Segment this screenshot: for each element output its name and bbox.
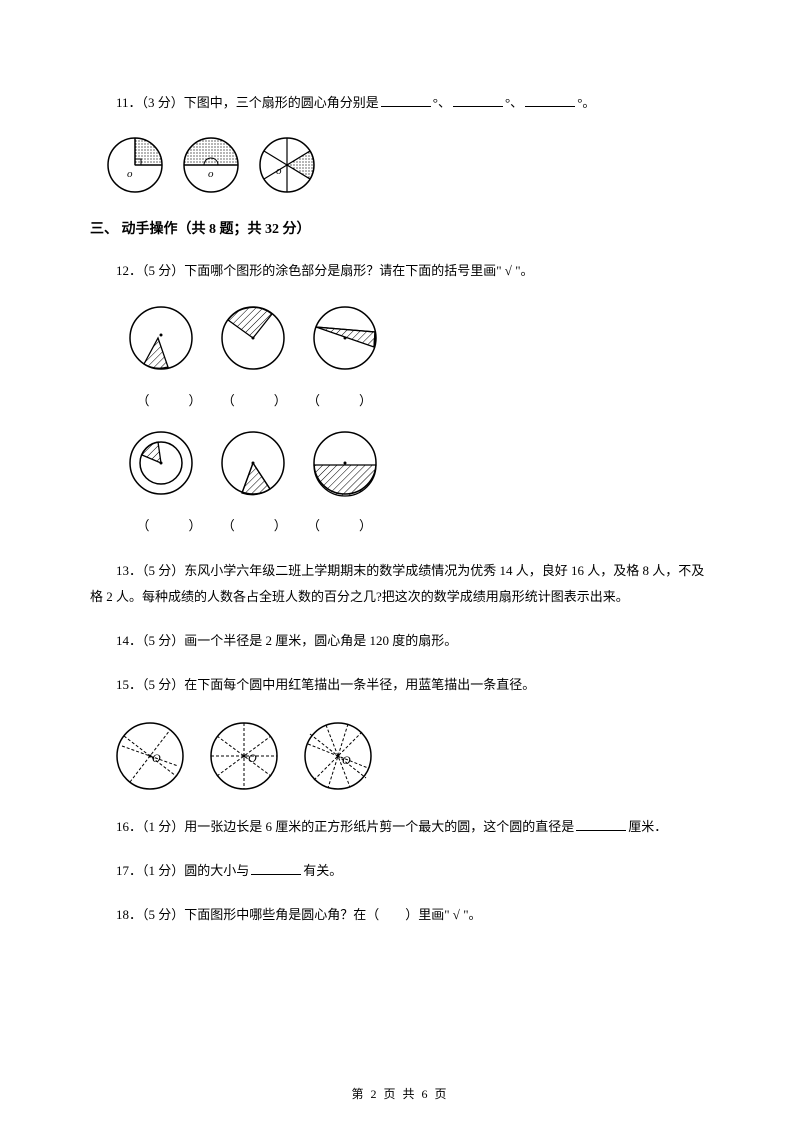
section-3-title: 三、 动手操作（共 8 题；共 32 分） [90,218,710,238]
circle-figure-2: O [202,716,286,796]
page-footer: 第 2 页 共 6 页 [0,1085,800,1102]
sector-figure-3: o [254,134,320,196]
q12-parens-row1: （ ） （ ） （ ） [128,390,710,409]
blank-field[interactable] [525,94,575,107]
blank-field[interactable] [576,818,626,831]
svg-text:O: O [248,751,257,765]
question-17: 17．（1 分）圆的大小与有关。 [90,858,710,884]
question-13: 13．（5 分）东风小学六年级二班上学期期末的数学成绩情况为优秀 14 人，良好… [90,558,710,610]
q11-text: 11．（3 分）下图中，三个扇形的圆心角分别是 [116,95,379,110]
svg-text:O: O [152,751,161,765]
q12-figures-row1 [120,302,710,378]
svg-text:o: o [208,168,214,180]
question-14: 14．（5 分）画一个半径是 2 厘米，圆心角是 120 度的扇形。 [90,628,710,654]
shape-option-6 [304,427,386,503]
blank-field[interactable] [453,94,503,107]
question-11: 11．（3 分）下图中，三个扇形的圆心角分别是°、°、°。 [90,90,710,116]
answer-paren[interactable]: （ ） [299,390,381,409]
sector-figure-2: o [178,134,244,196]
q15-figures: O O O [108,716,710,796]
shape-option-4 [120,427,202,503]
blank-field[interactable] [251,862,301,875]
answer-paren[interactable]: （ ） [128,390,210,409]
sector-figure-1: o [102,134,168,196]
shape-option-5 [212,427,294,503]
question-12: 12．（5 分）下面哪个图形的涂色部分是扇形？请在下面的括号里画" √ "。 [90,258,710,284]
answer-paren[interactable]: （ ） [213,515,295,534]
shape-option-2 [212,302,294,378]
answer-paren[interactable]: （ ） [128,515,210,534]
svg-text:o: o [276,165,282,177]
question-18: 18．（5 分）下面图形中哪些角是圆心角？在（ ）里画" √ "。 [90,902,710,928]
blank-field[interactable] [381,94,431,107]
shape-option-3 [304,302,386,378]
circle-figure-1: O [108,716,192,796]
q11-figures: o o o [102,134,710,196]
shape-option-1 [120,302,202,378]
svg-text:O: O [342,753,351,767]
q12-figures-row2 [120,427,710,503]
question-16: 16．（1 分）用一张边长是 6 厘米的正方形纸片剪一个最大的圆，这个圆的直径是… [90,814,710,840]
answer-paren[interactable]: （ ） [213,390,295,409]
circle-figure-3: O [296,716,380,796]
q12-parens-row2: （ ） （ ） （ ） [128,515,710,534]
question-15: 15．（5 分）在下面每个圆中用红笔描出一条半径，用蓝笔描出一条直径。 [90,672,710,698]
svg-text:o: o [127,168,133,180]
answer-paren[interactable]: （ ） [299,515,381,534]
